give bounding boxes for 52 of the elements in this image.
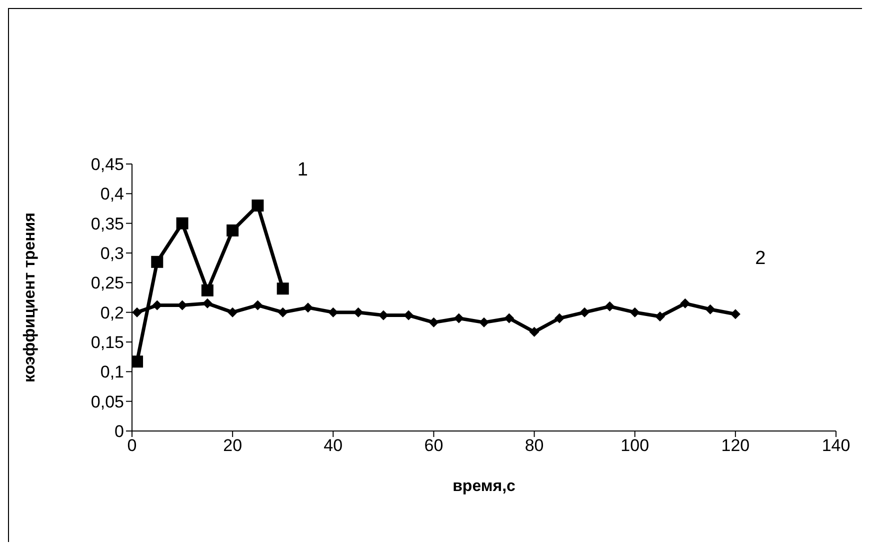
point [705,304,716,314]
x-tick-label: 80 [524,436,544,456]
y-tick-label: 0 [114,422,124,442]
point [252,300,263,310]
x-tick-label: 140 [822,436,850,456]
x-tick-label: 120 [721,436,750,456]
text: 1 [297,160,308,181]
point [353,307,364,318]
point [202,298,212,308]
y-tick-label: 0,15 [90,333,124,352]
y-tick-label: 0,25 [90,274,124,293]
point [680,298,690,308]
point [151,256,164,268]
point [226,224,239,236]
point [404,310,414,320]
y-tick-label: 0,35 [90,214,124,234]
point [201,284,214,296]
y-axis-title: коэффициент трения [22,212,39,382]
point [655,311,665,322]
point [580,307,590,318]
y-tick-label: 0,4 [100,184,124,204]
point [454,313,464,324]
point [132,307,142,318]
point [730,309,740,320]
x-axis-title: время,с [452,478,516,495]
x-tick-label: 100 [620,436,650,456]
x-tick-label: 60 [424,436,444,456]
x-tick-label: 20 [223,436,242,456]
point [554,313,564,324]
y-tick-label: 0,3 [100,244,124,264]
text: 2 [755,248,766,270]
point [630,307,640,318]
x-tick-label: 0 [127,436,137,456]
point [378,310,388,320]
point [504,313,514,324]
point [176,217,188,230]
x-tick-label: 40 [324,436,343,456]
point [278,307,288,318]
y-tick-label: 0,1 [100,362,124,382]
point [276,282,289,295]
y-tick-label: 0,2 [100,303,124,322]
point [303,302,313,313]
y-tick-label: 0,05 [90,392,124,412]
point [328,307,338,318]
point [228,307,238,318]
point [252,200,264,212]
point [132,356,144,368]
point [529,326,540,337]
point [428,317,439,328]
y-tick-label: 0,45 [90,155,124,174]
point [479,317,489,328]
point [604,301,615,312]
